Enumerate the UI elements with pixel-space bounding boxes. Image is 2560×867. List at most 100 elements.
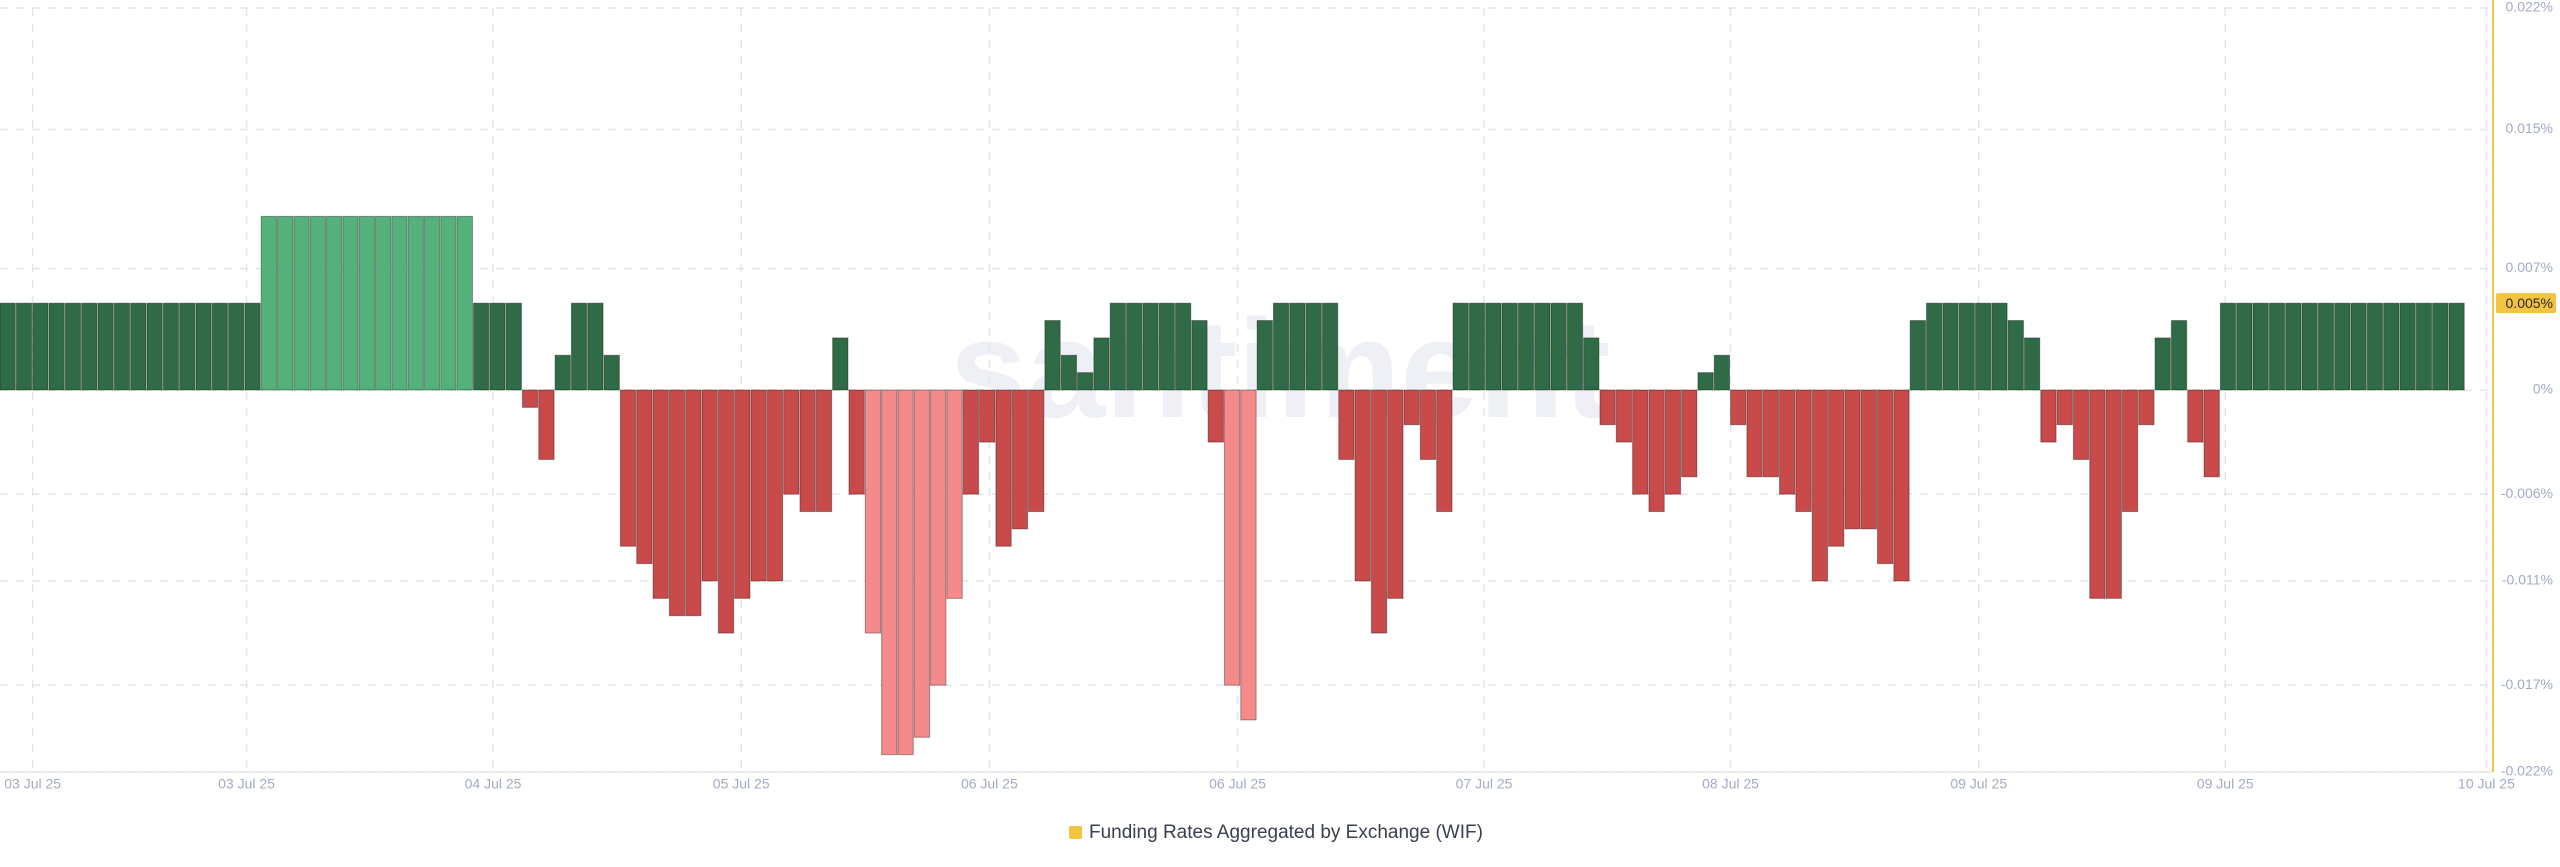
bar (864, 389, 882, 634)
bar (179, 302, 196, 391)
bar (1126, 302, 1143, 391)
bar (2040, 389, 2057, 443)
bar (97, 302, 114, 391)
bar (2121, 389, 2139, 513)
bar (244, 302, 261, 391)
bar (848, 389, 865, 495)
bar (1044, 320, 1061, 391)
bar (2301, 302, 2318, 391)
bar (130, 302, 147, 391)
x-tick-label: 05 Jul 25 (713, 776, 770, 792)
bar (668, 389, 686, 617)
bar (2154, 337, 2171, 391)
bar (0, 302, 16, 391)
bar (1109, 302, 1127, 391)
bar (260, 215, 278, 391)
bar (554, 354, 571, 391)
bar (1517, 302, 1535, 391)
y-tick-label: -0.011% (2502, 572, 2553, 588)
bar (1534, 302, 1551, 391)
bar (2432, 302, 2449, 391)
bar (2089, 389, 2106, 599)
bar (1648, 389, 1665, 513)
bar (881, 389, 898, 756)
bar (717, 389, 735, 634)
bar (2219, 302, 2237, 391)
bar (1664, 389, 1682, 495)
bar (1223, 389, 1241, 686)
bar (1697, 372, 1714, 391)
bar (1403, 389, 1420, 426)
bar (81, 302, 98, 391)
current-value-badge (2496, 293, 2556, 314)
bar (1387, 389, 1404, 599)
bar (946, 389, 963, 599)
bar (228, 302, 245, 391)
bar (472, 302, 490, 391)
bar (783, 389, 800, 495)
bar (979, 389, 996, 443)
x-tick-label: 07 Jul 25 (1456, 776, 1513, 792)
x-tick-label: 03 Jul 25 (4, 776, 61, 792)
bar (440, 215, 457, 391)
bar (1501, 302, 1518, 391)
y-tick-label: 0.015% (2506, 120, 2553, 136)
y-tick-label: -0.022% (2501, 763, 2553, 779)
x-tick-label: 09 Jul 25 (2197, 776, 2254, 792)
bar (1370, 389, 1388, 634)
bar (1991, 302, 2008, 391)
bar (1452, 302, 1469, 391)
bar (2203, 389, 2220, 478)
bar (1599, 389, 1616, 426)
bar (685, 389, 702, 617)
bar (1354, 389, 1371, 582)
bar (1583, 337, 1600, 391)
bar (146, 302, 163, 391)
bar (1828, 389, 1845, 547)
bar (962, 389, 980, 495)
bar (1174, 302, 1192, 391)
bar (1762, 389, 1780, 478)
bar (1028, 389, 1045, 513)
bar (2399, 302, 2416, 391)
bar (1795, 389, 1812, 513)
bar (1942, 302, 1959, 391)
y-tick-label: 0.007% (2506, 259, 2553, 275)
bar (2138, 389, 2155, 426)
bar (930, 389, 947, 686)
bar (309, 215, 327, 391)
bar (505, 302, 522, 391)
bar (2268, 302, 2286, 391)
bar (1419, 389, 1437, 460)
bar (2383, 302, 2400, 391)
bar (2007, 320, 2024, 391)
bar (1860, 389, 1878, 530)
bar (1272, 302, 1290, 391)
bar (1844, 389, 1861, 530)
bar (1925, 302, 1943, 391)
x-tick-label: 09 Jul 25 (1950, 776, 2007, 792)
bar (1550, 302, 1567, 391)
bar (2366, 302, 2384, 391)
bar (211, 302, 229, 391)
bar (1713, 354, 1731, 391)
bar (1746, 389, 1763, 478)
y-tick-label: 0% (2533, 381, 2553, 397)
bar (799, 389, 816, 513)
bar (538, 389, 555, 460)
bar (32, 302, 49, 391)
bar (277, 215, 294, 391)
bar (1893, 389, 1910, 582)
x-tick-label: 10 Jul 25 (2458, 776, 2515, 792)
bar (2415, 302, 2433, 391)
x-tick-label: 03 Jul 25 (218, 776, 275, 792)
bar (2448, 302, 2465, 391)
bar (1877, 389, 1894, 565)
bar (293, 215, 310, 391)
bar (652, 389, 669, 599)
bar (489, 302, 506, 391)
bar (2350, 302, 2367, 391)
bar (1566, 302, 1584, 391)
bar (913, 389, 931, 738)
x-tick-label: 06 Jul 25 (1209, 776, 1266, 792)
